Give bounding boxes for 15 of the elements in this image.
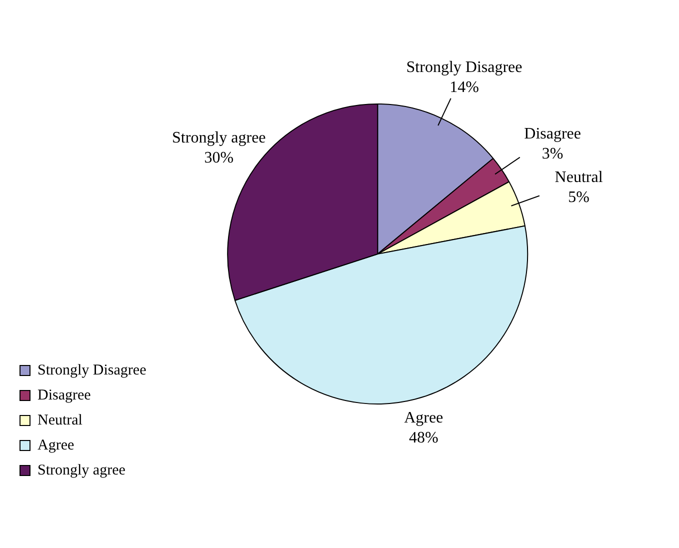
data-label: 5%: [568, 189, 590, 206]
data-label: 14%: [450, 78, 479, 96]
legend-label: Strongly agree: [38, 462, 126, 478]
legend-label: Neutral: [38, 412, 82, 428]
slice-label: Disagree: [524, 126, 582, 143]
legend-label: Agree: [38, 437, 74, 454]
slice-label: Neutral: [554, 169, 604, 186]
slice-label: Strongly Disagree: [406, 58, 522, 76]
legend-label: Strongly Disagree: [38, 362, 147, 378]
slice-label: Strongly agree: [172, 129, 266, 146]
legend-label: Disagree: [38, 387, 92, 404]
data-label: 30%: [204, 149, 234, 166]
data-label: 48%: [408, 430, 438, 447]
data-label: 3%: [542, 146, 564, 163]
slice-label: Agree: [404, 410, 444, 427]
